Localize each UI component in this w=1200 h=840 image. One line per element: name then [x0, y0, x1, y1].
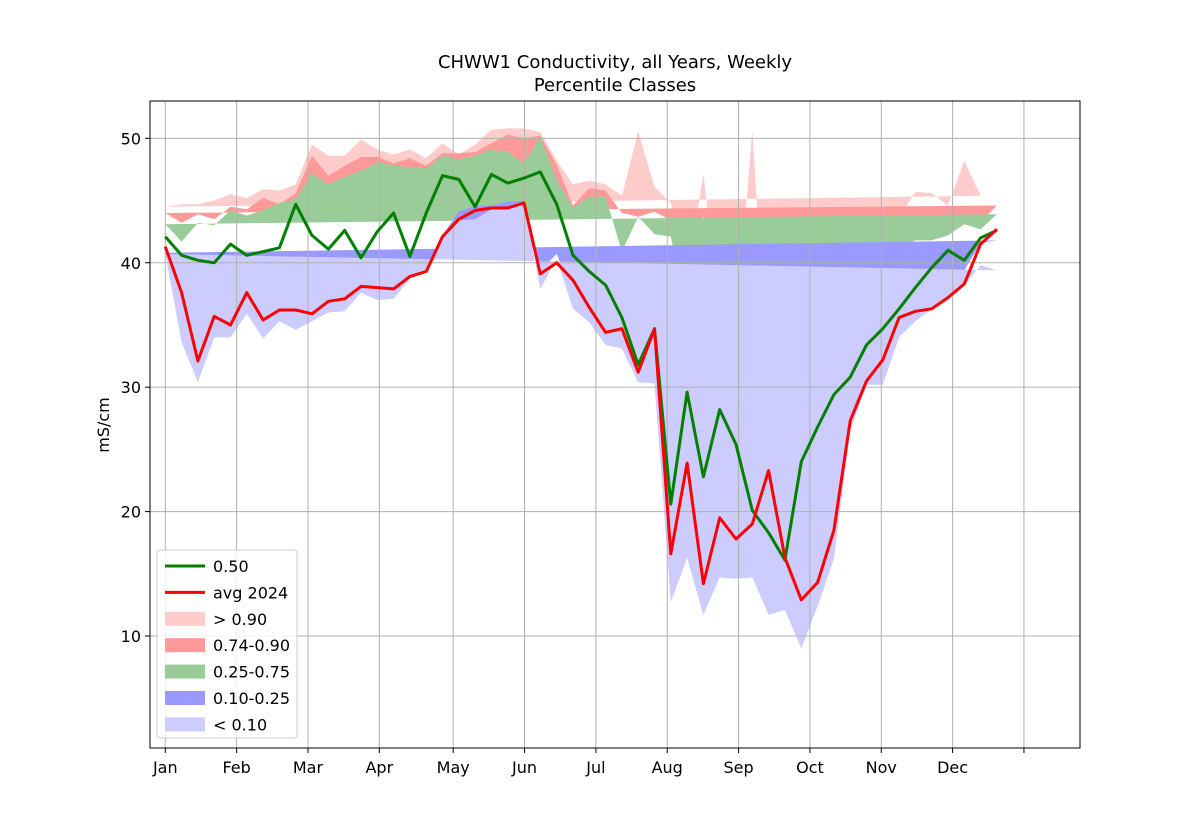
chart-title-group: CHWW1 Conductivity, all Years, Weekly Pe…: [438, 52, 792, 96]
legend-label: > 0.90: [213, 610, 267, 629]
legend-patch-swatch: [165, 638, 205, 653]
series-line-median: [164, 170, 998, 562]
x-tick-label: Dec: [937, 758, 968, 777]
y-tick-label: 30: [121, 378, 141, 397]
x-tick-label: Jul: [585, 758, 605, 777]
x-axis: Jan Feb Mar Apr May Jun Jul Aug Sep Oct Nov Dec: [152, 748, 1025, 777]
x-tick-label: Nov: [866, 758, 897, 777]
x-tick-label: Mar: [293, 758, 324, 777]
series-line-avg-2024: [163, 201, 998, 602]
x-tick-label: Oct: [796, 758, 824, 777]
x-tick-label: Apr: [365, 758, 393, 777]
legend-label: < 0.10: [213, 715, 267, 734]
x-tick-label: Jan: [152, 758, 178, 777]
plot-frame: [149, 100, 1081, 749]
x-tick-label: Feb: [222, 758, 250, 777]
x-tick-label: Sep: [723, 758, 753, 777]
legend-label: 0.10-0.25: [213, 689, 290, 708]
legend-patch-swatch: [165, 717, 205, 732]
legend-patch-swatch: [165, 611, 205, 626]
x-tick-label: Aug: [652, 758, 683, 777]
y-tick-label: 50: [121, 129, 141, 148]
legend-label: 0.74-0.90: [213, 636, 290, 655]
legend-label: 0.25-0.75: [213, 663, 290, 682]
legend-patch-swatch: [165, 664, 205, 679]
legend: 0.50 avg 2024 > 0.90 0.74-0.90 0.25-0.75 0.10…: [156, 549, 298, 739]
legend-label: avg 2024: [213, 583, 288, 602]
y-tick-label: 10: [121, 627, 141, 646]
x-tick-label: Jun: [511, 758, 537, 777]
legend-patch-swatch: [165, 691, 205, 705]
x-tick-label: May: [437, 758, 470, 777]
y-axis-label: mS/cm: [94, 397, 113, 453]
chart-title: CHWW1 Conductivity, all Years, Weekly: [438, 52, 792, 73]
y-axis: 10 20 30 40 50: [121, 129, 150, 646]
legend-label: 0.50: [213, 557, 249, 576]
grid-lines: [150, 101, 1080, 748]
y-tick-label: 40: [121, 254, 141, 273]
y-tick-label: 20: [121, 503, 141, 522]
series-lines: [163, 170, 998, 602]
chart-subtitle: Percentile Classes: [534, 75, 696, 96]
